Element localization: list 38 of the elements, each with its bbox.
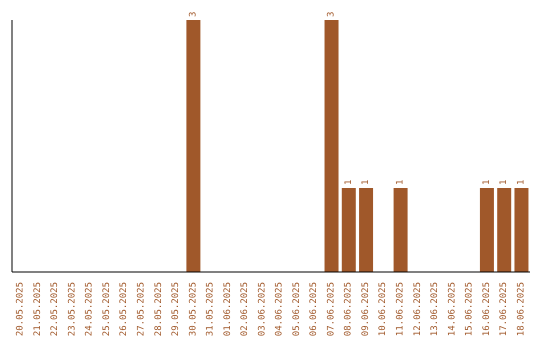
x-tick-label: 18.06.2025 <box>516 282 526 336</box>
x-tick-label: 10.06.2025 <box>378 282 388 336</box>
x-tick-label: 29.05.2025 <box>171 282 182 336</box>
x-tick-label: 11.06.2025 <box>396 282 406 336</box>
x-tick-label: 01.06.2025 <box>222 282 233 336</box>
x-tick-label: 28.05.2025 <box>154 282 164 336</box>
x-tick-label: 02.06.2025 <box>240 282 250 336</box>
data-label: 1 <box>344 180 354 185</box>
data-label: 1 <box>361 180 372 185</box>
x-tick-label: 24.05.2025 <box>84 282 95 336</box>
x-tick-label: 23.05.2025 <box>67 282 78 336</box>
x-tick-label: 05.06.2025 <box>292 282 302 336</box>
x-tick-label: 07.06.2025 <box>326 282 336 336</box>
x-tick-label: 25.05.2025 <box>102 282 112 336</box>
x-tick-label: 30.05.2025 <box>188 282 198 336</box>
x-tick-label: 22.05.2025 <box>50 282 60 336</box>
data-label: 3 <box>188 12 198 17</box>
x-tick-label: 04.06.2025 <box>274 282 285 336</box>
x-tick-label: 27.05.2025 <box>136 282 146 336</box>
data-label: 1 <box>499 180 510 185</box>
x-tick-label: 14.06.2025 <box>447 282 458 336</box>
x-tick-label: 17.06.2025 <box>499 282 510 336</box>
x-tick-label: 26.05.2025 <box>119 282 130 336</box>
x-tick-label: 16.06.2025 <box>482 282 492 336</box>
data-label: 1 <box>516 180 526 185</box>
data-label: 1 <box>482 180 492 185</box>
x-tick-label: 20.05.2025 <box>16 282 26 336</box>
x-tick-label: 13.06.2025 <box>430 282 440 336</box>
data-label: 1 <box>396 180 406 185</box>
data-label: 3 <box>326 12 337 17</box>
x-tick-label: 12.06.2025 <box>412 282 423 336</box>
x-tick-label: 15.06.2025 <box>464 282 475 336</box>
x-tick-label: 03.06.2025 <box>257 282 268 336</box>
x-tick-label: 06.06.2025 <box>309 282 320 336</box>
x-tick-label: 31.05.2025 <box>206 282 216 336</box>
x-tick-label: 09.06.2025 <box>360 282 371 336</box>
x-tick-label: 08.06.2025 <box>344 282 354 336</box>
x-tick-label: 21.05.2025 <box>32 282 43 336</box>
